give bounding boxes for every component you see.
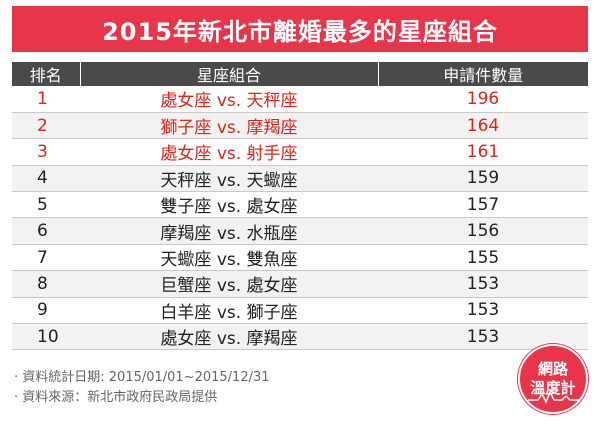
table-header-row: 排名 星座組合 申請件數量 bbox=[12, 62, 588, 86]
count-cell: 153 bbox=[378, 297, 588, 325]
count-cell: 156 bbox=[378, 217, 588, 245]
rank-cell: 1 bbox=[12, 86, 80, 113]
rank-cell: 3 bbox=[12, 138, 80, 166]
rank-cell: 10 bbox=[12, 323, 80, 351]
ranking-table: 排名 星座組合 申請件數量 1 處女座 vs. 天秤座 196 2 獅子座 vs. 摩羯… bbox=[12, 62, 588, 351]
table-row: 7 天蠍座 vs. 雙魚座 155 bbox=[12, 244, 588, 272]
footnote-date: · 資料統計日期: 2015/01/01~2015/12/31 bbox=[14, 370, 270, 385]
table-row: 4 天秤座 vs. 天蠍座 159 bbox=[12, 165, 588, 193]
header-count: 申請件數量 bbox=[378, 62, 588, 86]
count-cell: 159 bbox=[378, 165, 588, 193]
combo-cell: 處女座 vs. 摩羯座 bbox=[80, 323, 378, 351]
count-cell: 157 bbox=[378, 191, 588, 219]
count-cell: 155 bbox=[378, 244, 588, 272]
pulse-icon bbox=[528, 390, 580, 404]
footnote-source: · 資料來源：新北市政府民政局提供 bbox=[14, 390, 218, 405]
count-cell: 196 bbox=[378, 86, 588, 113]
logo-line2: 溫度計 bbox=[530, 379, 576, 397]
header-combo: 星座組合 bbox=[80, 62, 379, 86]
logo-line1: 網路 bbox=[537, 360, 568, 378]
combo-cell: 獅子座 vs. 摩羯座 bbox=[80, 112, 378, 140]
combo-cell: 天秤座 vs. 天蠍座 bbox=[80, 165, 378, 193]
rank-cell: 9 bbox=[12, 297, 80, 325]
table-row: 8 巨蟹座 vs. 處女座 153 bbox=[12, 270, 588, 298]
table-row: 9 白羊座 vs. 獅子座 153 bbox=[12, 297, 588, 325]
table-row: 6 摩羯座 vs. 水瓶座 156 bbox=[12, 217, 588, 245]
rank-cell: 2 bbox=[12, 112, 80, 140]
rank-cell: 4 bbox=[12, 165, 80, 193]
combo-cell: 巨蟹座 vs. 處女座 bbox=[80, 270, 378, 298]
brand-logo: 網路 溫度計 bbox=[518, 344, 588, 414]
rank-cell: 6 bbox=[12, 217, 80, 245]
page-title: 2015年新北市離婚最多的星座組合 bbox=[12, 6, 588, 52]
combo-cell: 摩羯座 vs. 水瓶座 bbox=[80, 217, 378, 245]
footnotes: · 資料統計日期: 2015/01/01~2015/12/31 · 資料來源：新… bbox=[14, 368, 270, 408]
count-cell: 161 bbox=[378, 138, 588, 166]
combo-cell: 天蠍座 vs. 雙魚座 bbox=[80, 244, 378, 272]
rank-cell: 8 bbox=[12, 270, 80, 298]
combo-cell: 白羊座 vs. 獅子座 bbox=[80, 297, 378, 325]
rank-cell: 5 bbox=[12, 191, 80, 219]
combo-cell: 雙子座 vs. 處女座 bbox=[80, 191, 378, 219]
combo-cell: 處女座 vs. 射手座 bbox=[80, 138, 378, 166]
combo-cell: 處女座 vs. 天秤座 bbox=[80, 86, 378, 113]
count-cell: 164 bbox=[378, 112, 588, 140]
header-rank: 排名 bbox=[12, 62, 81, 86]
rank-cell: 7 bbox=[12, 244, 80, 272]
count-cell: 153 bbox=[378, 270, 588, 298]
table-row: 1 處女座 vs. 天秤座 196 bbox=[12, 86, 588, 113]
table-row: 5 雙子座 vs. 處女座 157 bbox=[12, 191, 588, 219]
table-row: 10 處女座 vs. 摩羯座 153 bbox=[12, 323, 588, 351]
table-row: 2 獅子座 vs. 摩羯座 164 bbox=[12, 112, 588, 140]
table-row: 3 處女座 vs. 射手座 161 bbox=[12, 138, 588, 166]
